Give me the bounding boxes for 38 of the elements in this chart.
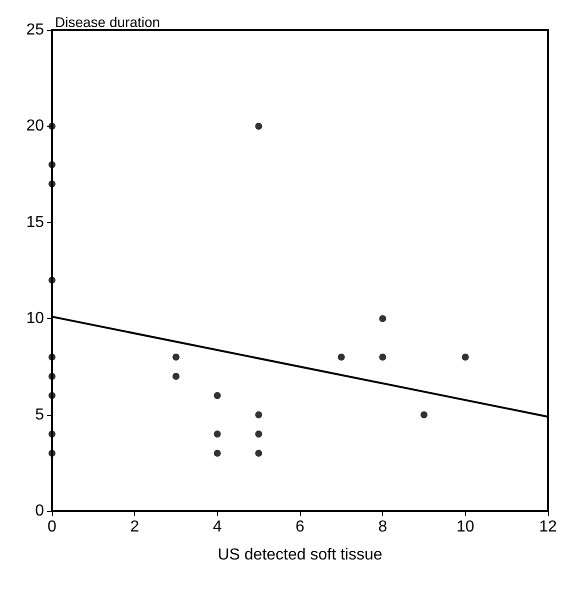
y-tick-label: 10: [26, 310, 44, 328]
point: [48, 161, 56, 168]
point: [379, 354, 386, 361]
y-tick-label: 25: [26, 22, 44, 38]
point: [172, 354, 180, 361]
point: [48, 450, 56, 457]
point: [379, 315, 386, 322]
point: [214, 392, 221, 400]
point: [48, 276, 56, 284]
point: [48, 392, 56, 400]
y-axis-title: Disease duration: [55, 14, 160, 30]
point: [48, 122, 56, 130]
x-tick-label: 0: [48, 518, 57, 536]
y-tick-label: 20: [26, 118, 44, 135]
point: [338, 354, 345, 361]
x-tick-label: 4: [212, 518, 222, 536]
point: [255, 430, 262, 438]
x-axis-title: US detected soft tissue: [218, 546, 382, 564]
y-tick-label: 5: [35, 406, 44, 424]
point: [462, 354, 469, 361]
point: [172, 372, 180, 380]
point: [48, 180, 56, 188]
point: [214, 430, 221, 438]
point: [214, 450, 221, 457]
x-tick-label: 12: [539, 518, 557, 536]
point: [255, 450, 262, 457]
point: [48, 372, 56, 380]
x-tick-label: 6: [296, 518, 305, 536]
point: [48, 354, 56, 361]
x-tick-label: 8: [378, 518, 388, 536]
point: [255, 411, 262, 418]
y-tick-label: 0: [35, 502, 44, 520]
y-tick-label: 15: [26, 214, 44, 231]
x-tick-label: 10: [456, 518, 474, 536]
point: [48, 430, 56, 438]
point: [420, 411, 428, 418]
x-tick-label: 2: [130, 518, 140, 536]
point: [255, 122, 262, 130]
